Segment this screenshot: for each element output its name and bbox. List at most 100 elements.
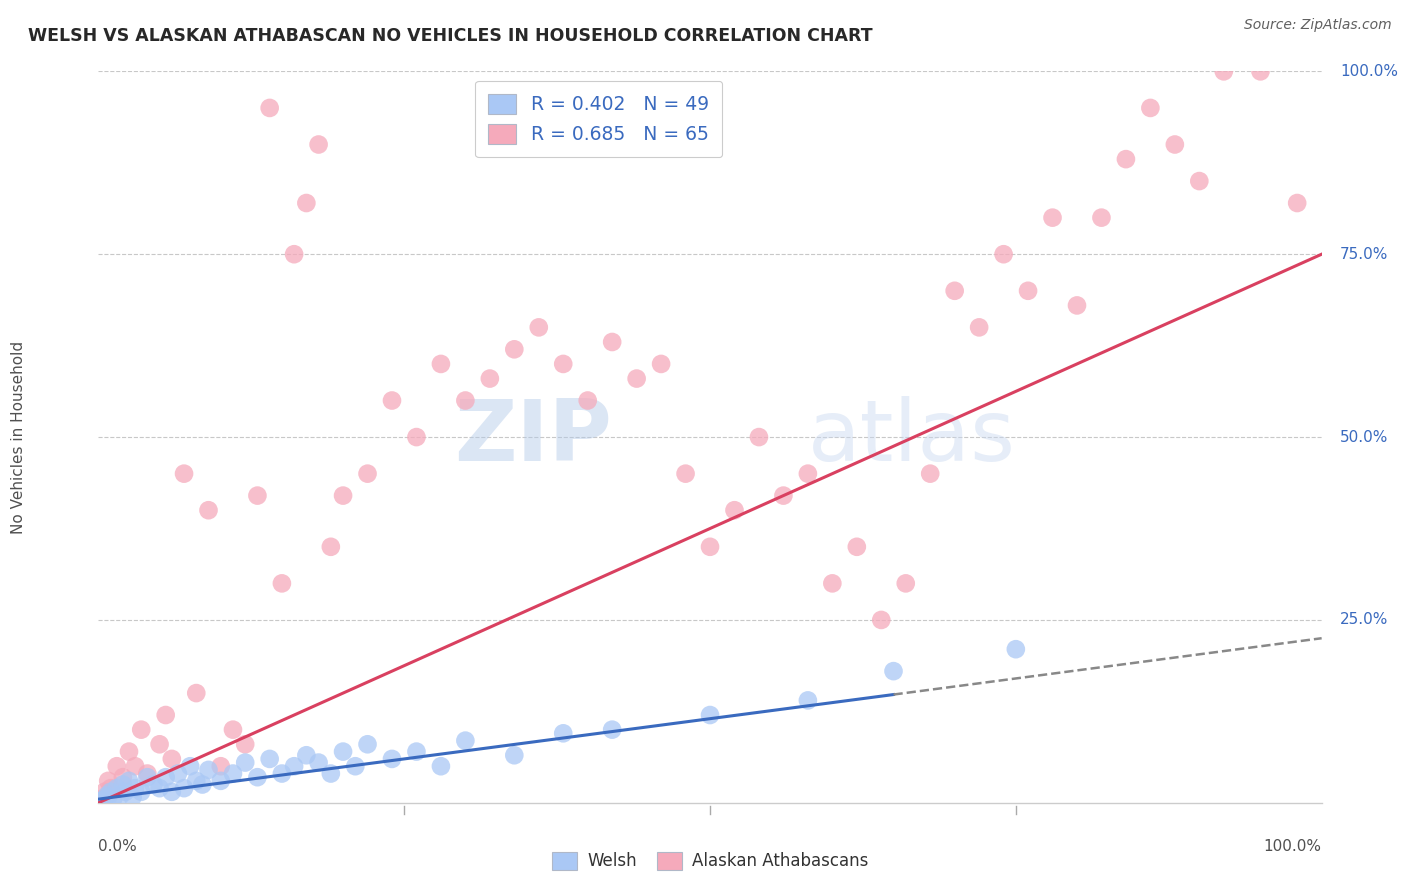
- Point: [136, 770, 159, 784]
- Point: [1042, 211, 1064, 225]
- Point: [943, 284, 966, 298]
- Point: [1139, 101, 1161, 115]
- Point: [344, 759, 367, 773]
- Point: [283, 247, 305, 261]
- Point: [209, 759, 232, 773]
- Point: [319, 766, 342, 780]
- Text: ZIP: ZIP: [454, 395, 612, 479]
- Point: [111, 777, 134, 792]
- Point: [527, 320, 550, 334]
- Point: [118, 745, 141, 759]
- Point: [1212, 64, 1234, 78]
- Point: [454, 393, 477, 408]
- Text: 0.0%: 0.0%: [98, 839, 138, 855]
- Point: [149, 781, 172, 796]
- Point: [993, 247, 1015, 261]
- Point: [772, 489, 794, 503]
- Point: [100, 785, 122, 799]
- Point: [356, 467, 378, 481]
- Text: 100.0%: 100.0%: [1340, 64, 1398, 78]
- Point: [124, 781, 146, 796]
- Legend: Welsh, Alaskan Athabascans: Welsh, Alaskan Athabascans: [544, 843, 876, 879]
- Point: [233, 756, 256, 770]
- Point: [97, 789, 120, 804]
- Point: [405, 745, 427, 759]
- Point: [430, 759, 453, 773]
- Point: [246, 770, 269, 784]
- Point: [883, 664, 905, 678]
- Text: 25.0%: 25.0%: [1340, 613, 1388, 627]
- Point: [295, 748, 318, 763]
- Text: atlas: atlas: [808, 395, 1017, 479]
- Point: [118, 773, 141, 788]
- Point: [1286, 196, 1309, 211]
- Point: [332, 745, 354, 759]
- Point: [136, 766, 159, 780]
- Point: [222, 723, 245, 737]
- Point: [90, 792, 112, 806]
- Point: [160, 752, 183, 766]
- Point: [894, 576, 917, 591]
- Text: No Vehicles in Household: No Vehicles in Household: [11, 341, 27, 533]
- Point: [381, 393, 404, 408]
- Point: [197, 503, 219, 517]
- Point: [381, 752, 404, 766]
- Point: [576, 393, 599, 408]
- Point: [197, 763, 219, 777]
- Point: [96, 789, 118, 803]
- Point: [1017, 284, 1039, 298]
- Point: [430, 357, 453, 371]
- Point: [600, 723, 623, 737]
- Point: [600, 334, 623, 349]
- Point: [155, 770, 177, 784]
- Point: [870, 613, 893, 627]
- Point: [503, 343, 526, 357]
- Point: [179, 759, 201, 773]
- Point: [149, 737, 172, 751]
- Point: [101, 792, 124, 806]
- Point: [173, 781, 195, 796]
- Point: [100, 781, 122, 796]
- Point: [626, 371, 648, 385]
- Point: [270, 766, 294, 780]
- Point: [259, 101, 281, 115]
- Point: [209, 773, 232, 788]
- Point: [1066, 298, 1088, 312]
- Point: [160, 785, 183, 799]
- Point: [967, 320, 990, 334]
- Point: [114, 785, 136, 799]
- Point: [748, 430, 770, 444]
- Point: [920, 467, 942, 481]
- Point: [1004, 642, 1026, 657]
- Point: [111, 770, 134, 784]
- Point: [332, 489, 354, 503]
- Point: [270, 576, 294, 591]
- Point: [308, 756, 330, 770]
- Point: [105, 781, 128, 796]
- Point: [173, 467, 195, 481]
- Point: [553, 357, 575, 371]
- Point: [121, 789, 143, 804]
- Text: 75.0%: 75.0%: [1340, 247, 1388, 261]
- Point: [405, 430, 427, 444]
- Point: [155, 708, 177, 723]
- Point: [167, 766, 190, 780]
- Point: [283, 759, 305, 773]
- Point: [308, 137, 330, 152]
- Text: Source: ZipAtlas.com: Source: ZipAtlas.com: [1244, 18, 1392, 32]
- Point: [356, 737, 378, 751]
- Point: [1090, 211, 1112, 225]
- Point: [93, 792, 115, 806]
- Point: [319, 540, 342, 554]
- Point: [723, 503, 745, 517]
- Point: [295, 196, 318, 211]
- Point: [699, 540, 721, 554]
- Point: [797, 693, 820, 707]
- Point: [478, 371, 501, 385]
- Point: [129, 785, 152, 799]
- Point: [650, 357, 672, 371]
- Point: [186, 773, 208, 788]
- Point: [246, 489, 269, 503]
- Point: [821, 576, 844, 591]
- Point: [105, 759, 128, 773]
